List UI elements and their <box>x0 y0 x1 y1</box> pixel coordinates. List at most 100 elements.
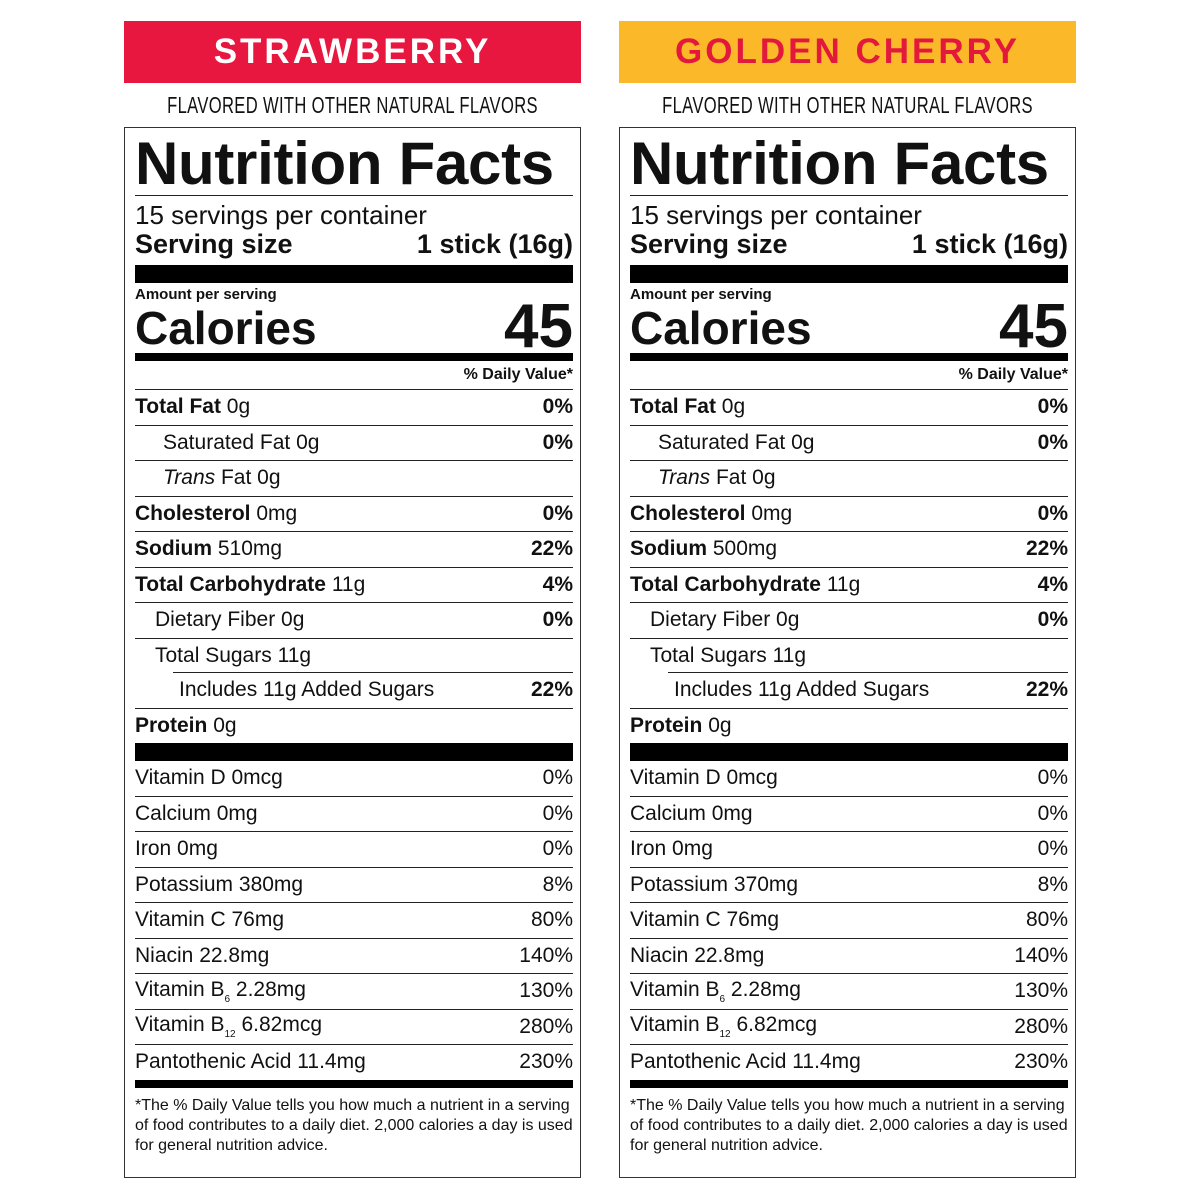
vitamin-label: Calcium 0mg <box>135 802 258 826</box>
nutrient-name: Total Fat <box>630 395 716 419</box>
nutrient-daily-value: 22% <box>530 678 573 702</box>
nutrition-facts-title: Nutrition Facts <box>630 130 1049 197</box>
vitamin-daily-value: 80% <box>530 908 573 932</box>
nutrient-name: Sodium <box>135 537 212 561</box>
vitamin-label: Pantothenic Acid 11.4mg <box>630 1050 861 1074</box>
nutrient-row: Total Sugars 11g <box>630 639 1068 673</box>
nutrient-row: Sodium 500mg 22% <box>630 532 1068 568</box>
serving-size-value: 1 stick (16g) <box>911 229 1068 259</box>
nutrient-daily-value: 0% <box>1037 430 1068 454</box>
nutrient-row: Saturated Fat 0g 0% <box>135 426 573 461</box>
vitamin-amount: 2.28mg <box>730 977 801 1001</box>
thick-divider <box>630 353 1068 361</box>
nutrient-amount: 0g <box>257 466 281 490</box>
vitamin-row: Vitamin C 76mg 80% <box>630 903 1068 939</box>
vitamin-name: Vitamin D <box>630 766 721 790</box>
nutrient-amount: 0g <box>776 608 800 632</box>
flavor-panel: STRAWBERRY FLAVORED WITH OTHER NATURAL FL… <box>124 21 581 1178</box>
nutrient-label: Saturated Fat 0g <box>630 431 814 455</box>
nutrient-row: Total Fat 0g 0% <box>630 390 1068 426</box>
nutrient-row: Sodium 510mg 22% <box>135 532 573 568</box>
vitamin-row: Potassium 370mg 8% <box>630 868 1068 903</box>
divider <box>668 672 1068 673</box>
vitamin-amount: 11.4mg <box>792 1050 861 1074</box>
serving-size-value: 1 stick (16g) <box>416 229 573 259</box>
daily-value-footnote: *The % Daily Value tells you how much a … <box>135 1096 573 1154</box>
divider <box>135 195 573 196</box>
calories-label: Calories <box>135 302 317 354</box>
nutrient-label: Total Fat 0g <box>630 395 745 419</box>
nutrient-daily-value: 22% <box>1025 537 1068 561</box>
vitamin-label: Potassium 370mg <box>630 873 798 897</box>
vitamin-daily-value: 280% <box>519 1014 573 1038</box>
nutrient-label: Total Fat 0g <box>135 395 250 419</box>
nutrient-amount: 0g <box>296 430 320 454</box>
nutrient-row: Dietary Fiber 0g 0% <box>135 603 573 639</box>
vitamin-name: Vitamin C <box>135 908 226 932</box>
vitamin-amount: 0mg <box>711 801 753 825</box>
amount-per-serving: Amount per serving <box>135 286 277 303</box>
vitamin-row: Pantothenic Acid 11.4mg 230% <box>135 1045 573 1080</box>
vitamin-row: Calcium 0mg 0% <box>630 797 1068 832</box>
nutrient-daily-value: 0% <box>542 430 573 454</box>
vitamin-row: Vitamin C 76mg 80% <box>135 903 573 939</box>
vitamin-name: Vitamin B <box>630 1013 720 1037</box>
nutrient-row: Total Sugars 11g <box>135 639 573 673</box>
calories-label: Calories <box>630 302 812 354</box>
nutrient-name: Dietary Fiber <box>650 608 771 632</box>
vitamin-daily-value: 230% <box>1014 1050 1068 1074</box>
nutrient-name: Includes 11g Added Sugars <box>674 678 930 702</box>
thick-divider <box>135 1079 573 1088</box>
nutrient-daily-value: 0% <box>1037 501 1068 525</box>
nutrient-amount: 0g <box>226 395 251 419</box>
flavor-subtitle: FLAVORED WITH OTHER NATURAL FLAVORS <box>124 83 581 127</box>
thick-divider <box>630 743 1068 761</box>
nutrient-daily-value: 0% <box>542 395 573 419</box>
vitamin-daily-value: 8% <box>542 872 573 896</box>
nutrient-label: Trans Fat 0g <box>630 466 776 490</box>
nutrient-label: Cholesterol 0mg <box>630 502 792 526</box>
nutrient-daily-value: 22% <box>530 537 573 561</box>
vitamin-daily-value: 8% <box>1037 872 1068 896</box>
serving-size-label: Serving size <box>135 229 293 259</box>
nutrient-label: Total Carbohydrate 11g <box>135 573 365 597</box>
nutrient-name: Dietary Fiber <box>155 608 276 632</box>
flavor-subtitle-text: FLAVORED WITH OTHER NATURAL FLAVORS <box>662 91 1033 118</box>
nutrient-daily-value: 0% <box>1037 395 1068 419</box>
vitamin-subscript: 12 <box>224 1029 236 1041</box>
vitamin-label: Vitamin B12 6.82mcg <box>135 1013 322 1040</box>
nutrient-label: Includes 11g Added Sugars <box>630 678 929 702</box>
nutrient-row: Cholesterol 0mg 0% <box>630 497 1068 532</box>
servings-per-container: 15 servings per container <box>630 200 922 230</box>
vitamin-daily-value: 80% <box>1025 908 1068 932</box>
nutrient-name: Sodium <box>630 537 707 561</box>
nutrient-label: Sodium 510mg <box>135 537 282 561</box>
vitamin-label: Vitamin D 0mcg <box>630 766 778 790</box>
nutrient-amount: 0g <box>721 395 746 419</box>
nutrient-name: Saturated Fat <box>163 430 291 454</box>
vitamin-name: Vitamin D <box>135 766 226 790</box>
divider <box>630 195 1068 196</box>
vitamin-row: Iron 0mg 0% <box>135 832 573 868</box>
nutrient-label: Protein 0g <box>135 714 237 738</box>
nutrient-row: Saturated Fat 0g 0% <box>630 426 1068 461</box>
nutrient-name: Total Carbohydrate <box>135 572 326 596</box>
flavor-panel: GOLDEN CHERRY FLAVORED WITH OTHER NATURAL… <box>619 21 1076 1178</box>
vitamin-daily-value: 0% <box>1037 837 1068 861</box>
flavor-subtitle: FLAVORED WITH OTHER NATURAL FLAVORS <box>619 83 1076 127</box>
nutrient-row: Trans Fat 0g <box>135 461 573 497</box>
nutrient-amount: 500mg <box>712 537 778 561</box>
vitamin-name: Niacin <box>135 943 194 967</box>
nutrient-row: Total Fat 0g 0% <box>135 390 573 426</box>
vitamin-name: Iron <box>630 837 667 861</box>
vitamin-daily-value: 130% <box>519 979 573 1003</box>
nutrient-label: Total Carbohydrate 11g <box>630 573 860 597</box>
nutrient-daily-value: 4% <box>1037 572 1068 596</box>
vitamin-amount: 6.82mcg <box>736 1013 818 1037</box>
nutrient-row: Protein 0g <box>630 709 1068 744</box>
vitamin-amount: 0mcg <box>231 766 283 790</box>
flavor-banner: STRAWBERRY <box>124 21 581 83</box>
thick-divider <box>630 1079 1068 1088</box>
vitamin-daily-value: 0% <box>542 837 573 861</box>
nutrient-name: Fat <box>715 466 747 490</box>
